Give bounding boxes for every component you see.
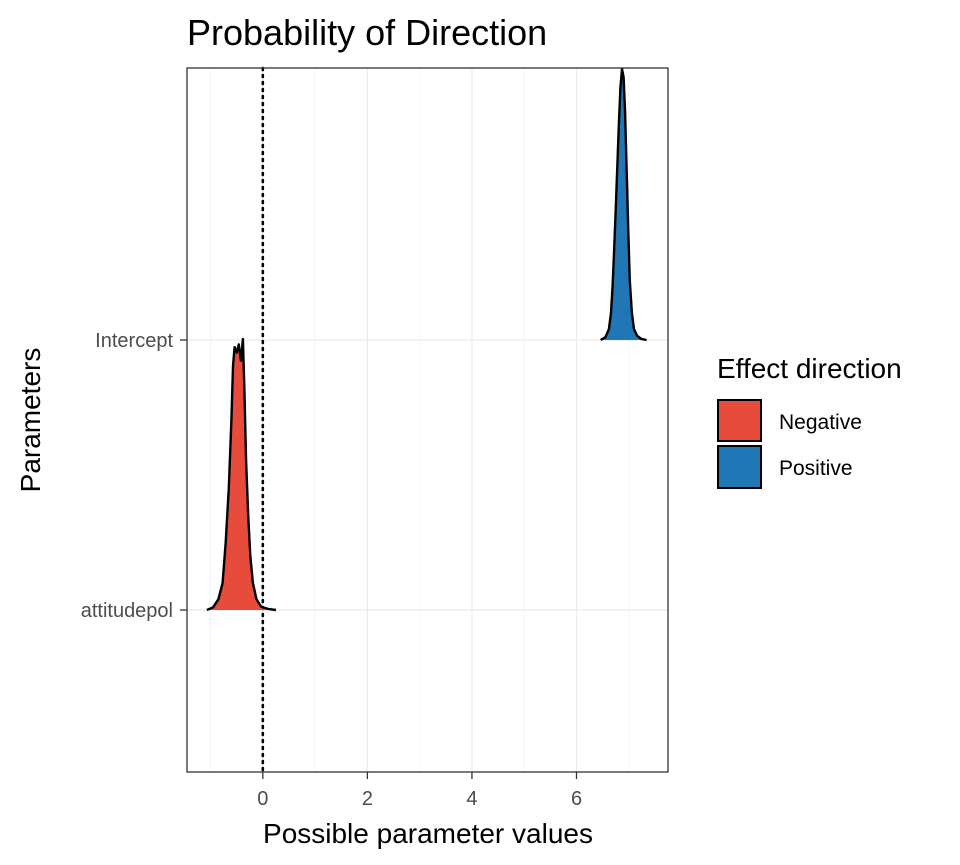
x-tick-label: 2 [362, 788, 373, 810]
plot-panel-border [186, 67, 669, 773]
legend-title: Effect direction [717, 353, 902, 384]
density-outline-intercept [600, 67, 647, 342]
y-axis-title: Parameters [15, 348, 46, 493]
legend-key-negative [717, 399, 762, 442]
x-tick-label: 0 [257, 788, 268, 810]
x-axis-title: Possible parameter values [263, 818, 593, 849]
x-tick-label: 4 [466, 788, 477, 810]
grid-lines [187, 68, 668, 772]
density-fill-attitudepol [206, 339, 276, 610]
x-tick-label: 6 [571, 788, 582, 810]
density-fill-intercept [600, 69, 647, 340]
chart-title: Probability of Direction [187, 12, 547, 53]
legend-label-positive: Positive [779, 457, 853, 480]
legend-key-positive [717, 445, 762, 489]
legend: Effect direction Negative Positive [717, 353, 902, 489]
density-curves [206, 67, 647, 612]
legend-label-negative: Negative [779, 411, 862, 434]
density-outline-attitudepol [206, 337, 277, 612]
y-tick-label-intercept: Intercept [95, 330, 173, 352]
axes: 0 2 4 6 attitudepol Intercept [81, 330, 582, 810]
y-tick-label-attitudepol: attitudepol [81, 600, 173, 622]
